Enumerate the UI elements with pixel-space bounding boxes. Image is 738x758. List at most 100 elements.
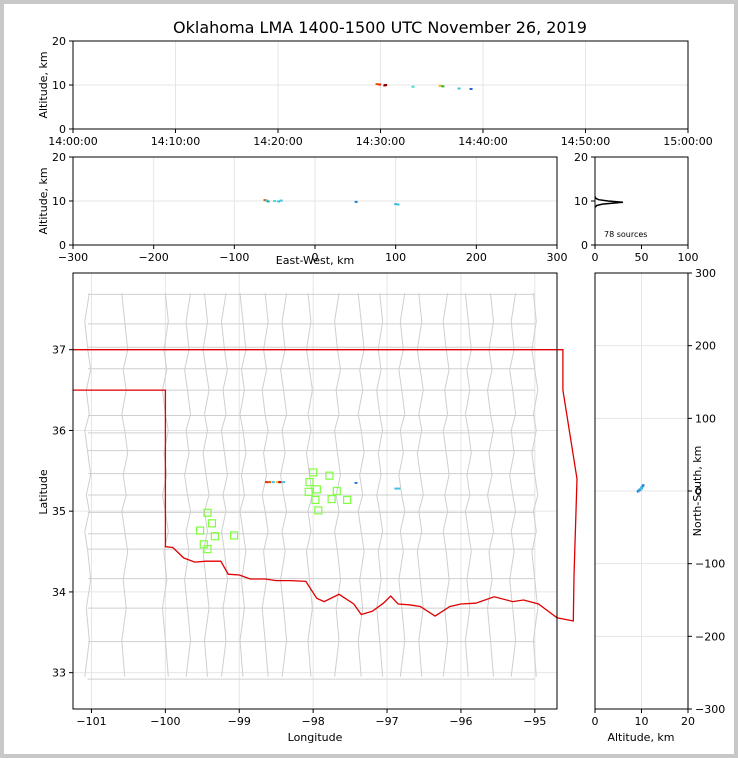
county-line	[376, 293, 384, 677]
x-tick-label: 50	[635, 251, 649, 264]
histogram-source-count: 78 sources	[604, 230, 647, 239]
time-altitude-point	[469, 87, 473, 90]
x-tick-label: 0	[312, 251, 319, 264]
time-altitude-point	[457, 87, 461, 90]
altitude-ns-frame	[594, 272, 689, 710]
plan-view-point	[271, 481, 275, 484]
x-tick-label: 200	[466, 251, 487, 264]
histogram-frame	[594, 156, 689, 246]
y-tick-label: 10	[52, 195, 66, 208]
y-tick-label: 33	[52, 667, 66, 680]
plan-view-point	[268, 481, 272, 484]
x-tick-label: 14:00:00	[48, 135, 97, 148]
altitude-ns-point	[640, 487, 643, 490]
plan-view-point	[354, 481, 358, 484]
lma-station-marker	[325, 471, 334, 480]
y-tick-label: 0	[581, 239, 588, 252]
figure-title: Oklahoma LMA 1400-1500 UTC November 26, …	[173, 18, 587, 37]
y-tick-label: 20	[574, 151, 588, 164]
plan-view-point	[276, 481, 280, 484]
plan-view-frame	[72, 272, 558, 710]
oklahoma-state-outline	[73, 349, 578, 622]
plan-view-ylabel: Latitude	[37, 469, 50, 515]
plan-view-point	[394, 487, 398, 490]
ew-altitude-point	[266, 200, 270, 203]
x-tick-label: 300	[547, 251, 568, 264]
lma-station-marker	[203, 545, 212, 554]
plan-view-panel: −101 −100 −99 −98 −97 −96 −95 33 34 35 36 37 Latitu…	[37, 272, 578, 744]
county-line	[121, 293, 129, 677]
ew-altitude-panel: −300 −200 −100 0 100 200 300 0 10 20 Altitude, km…	[37, 151, 568, 267]
x-tick-label: −98	[302, 715, 325, 728]
y-tick-label: 100	[695, 412, 716, 425]
ew-altitude-point	[396, 203, 400, 206]
y-tick-label: −300	[695, 703, 725, 716]
county-line	[161, 293, 169, 677]
lma-station-marker	[203, 508, 212, 517]
y-tick-label: 36	[52, 424, 66, 437]
x-tick-label: 10	[635, 715, 649, 728]
y-tick-label: −100	[695, 558, 725, 571]
x-tick-label: 20	[681, 715, 695, 728]
county-line	[202, 293, 210, 677]
altitude-ns-ylabel: North-South, km	[691, 446, 704, 537]
y-tick-label: 10	[574, 195, 588, 208]
ew-altitude-ylabel: Altitude, km	[37, 167, 50, 234]
ew-altitude-point	[265, 199, 269, 202]
state-boundary	[73, 349, 578, 622]
x-tick-label: 15:00:00	[663, 135, 712, 148]
x-tick-label: 14:40:00	[458, 135, 507, 148]
county-line	[531, 293, 539, 677]
lma-station-marker	[314, 506, 323, 515]
y-tick-label: 20	[52, 151, 66, 164]
ew-altitude-point	[263, 199, 267, 202]
y-tick-label: 35	[52, 505, 66, 518]
plan-view-point	[265, 481, 269, 484]
y-tick-label: 10	[52, 79, 66, 92]
x-tick-label: −96	[449, 715, 472, 728]
y-tick-label: 0	[59, 123, 66, 136]
ew-altitude-point	[394, 203, 398, 206]
x-tick-label: 0	[592, 715, 599, 728]
time-altitude-point	[375, 83, 379, 86]
county-line	[416, 293, 424, 677]
county-line	[305, 293, 313, 677]
x-tick-label: −100	[150, 715, 180, 728]
time-altitude-point	[438, 84, 442, 87]
x-tick-label: −101	[76, 715, 106, 728]
plan-view-point	[278, 481, 282, 484]
x-tick-label: 100	[678, 251, 699, 264]
lma-station-marker	[332, 486, 341, 496]
lma-figure: Oklahoma LMA 1400-1500 UTC November 26, …	[37, 18, 725, 744]
time-altitude-panel: 14:00:00 14:10:00 14:20:00 14:30:00 14:40:00…	[37, 35, 713, 148]
ew-altitude-point	[277, 200, 281, 203]
figure-frame: Oklahoma LMA 1400-1500 UTC November 26, …	[4, 4, 734, 754]
x-tick-label: 14:20:00	[253, 135, 302, 148]
county-line	[334, 293, 342, 677]
ew-altitude-frame	[72, 156, 558, 246]
county-line	[442, 293, 450, 677]
y-tick-label: 20	[52, 35, 66, 48]
y-tick-label: 300	[695, 267, 716, 280]
lma-station-marker	[343, 495, 352, 504]
time-altitude-point	[411, 85, 415, 88]
county-line	[357, 293, 365, 677]
lma-station-marker	[312, 485, 321, 494]
lma-station-marker	[309, 468, 318, 477]
county-boundaries	[84, 293, 539, 680]
altitude-ns-point	[641, 484, 645, 487]
lma-station-marker	[229, 531, 239, 540]
y-tick-label: 0	[695, 485, 702, 498]
county-line	[280, 293, 288, 677]
lma-station-marker	[311, 495, 320, 504]
county-line	[398, 293, 406, 677]
y-tick-label: 0	[59, 239, 66, 252]
x-tick-label: 14:50:00	[561, 135, 610, 148]
ew-altitude-point	[354, 200, 358, 203]
county-line	[509, 293, 517, 677]
lma-station-marker	[207, 519, 217, 528]
ew-altitude-xlabel: East-West, km	[276, 254, 354, 267]
x-tick-label: −300	[58, 251, 88, 264]
x-tick-label: −95	[523, 715, 546, 728]
county-line	[261, 293, 269, 677]
